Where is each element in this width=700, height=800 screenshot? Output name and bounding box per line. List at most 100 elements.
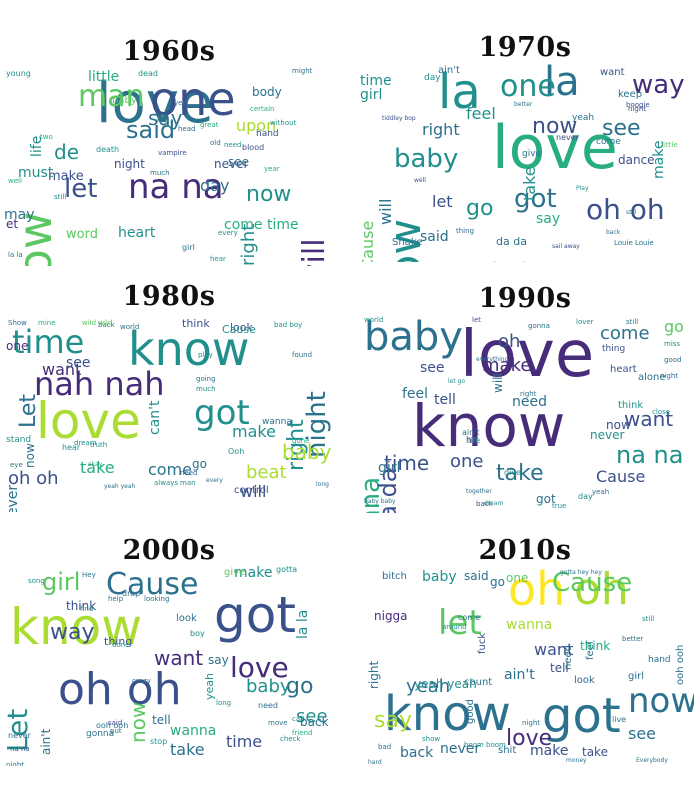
word-stand: stand <box>6 435 32 445</box>
word-cause: Cause <box>106 567 199 602</box>
word-now: now <box>126 701 150 743</box>
word-never: never <box>8 731 31 740</box>
word-much: much <box>196 385 216 393</box>
word-say: say <box>208 653 229 667</box>
word-bad-boy: bad boy <box>274 321 303 329</box>
word-love: love <box>96 71 214 136</box>
word-everything: everything <box>476 356 509 363</box>
word-back: back <box>606 229 621 236</box>
word-yet: yet <box>174 99 186 107</box>
word-see: see <box>228 155 250 169</box>
word-say: say <box>148 106 183 130</box>
word-boogie: boogie <box>626 101 650 109</box>
word-la: la <box>544 62 580 105</box>
word-might: might <box>292 67 313 75</box>
word-give: give <box>504 468 521 477</box>
word-night: night <box>628 105 647 113</box>
word-want: want <box>600 67 625 78</box>
word-got: got <box>514 184 557 214</box>
word-yeah-yeah: yeah yeah <box>104 483 136 490</box>
word-oh-oh: oh oh <box>586 193 665 226</box>
word-death: death <box>96 145 120 154</box>
word-cause: Cause <box>596 467 646 486</box>
word-see: see <box>628 724 657 743</box>
word-gonna: gonna <box>528 322 550 330</box>
word-said: said <box>420 229 449 245</box>
word-oh: oh <box>508 566 566 616</box>
word-vampire: vampire <box>158 149 187 157</box>
word-day: day <box>200 176 230 195</box>
word-dance: dance <box>618 153 655 167</box>
word-said: said <box>126 116 176 144</box>
word-never: never <box>214 157 249 171</box>
word-ooh: Ooh <box>228 447 245 456</box>
word-will: will <box>491 373 505 393</box>
word-look: look <box>574 675 595 686</box>
word-hand: hand <box>648 655 671 665</box>
word-shit: shit <box>498 745 517 756</box>
word-money: money <box>566 757 587 764</box>
word-cloud: lovelaknowlaoneoh ohbabywaygotnowgoseeCa… <box>356 62 694 262</box>
word-never: never <box>5 484 21 512</box>
word-play: Play <box>576 185 589 192</box>
word-yeah: yeah <box>203 673 216 700</box>
word-day: day <box>424 73 441 83</box>
word-see: see <box>296 706 328 727</box>
word-want: want <box>624 407 674 431</box>
word-give: give <box>522 149 542 159</box>
word-come: come <box>596 137 621 147</box>
word-oh: oh <box>498 331 521 352</box>
word-give: give <box>224 567 246 578</box>
word-now: now <box>532 114 578 139</box>
panel-title: 2010s <box>478 535 572 566</box>
word-now: now <box>246 182 292 207</box>
word-help: help <box>108 595 124 603</box>
word-yeah: yeah <box>592 488 610 496</box>
word-fuck: fuck <box>477 632 488 654</box>
word-ain-t: ain't <box>438 65 460 76</box>
word-cause: Cause <box>552 568 633 598</box>
word-right: right <box>367 660 381 689</box>
word-back: back <box>300 715 329 729</box>
word-na-na: na na <box>616 441 684 469</box>
word-without: without <box>270 119 297 127</box>
word-will: will <box>376 198 395 225</box>
word-louie-louie: Louie Louie <box>614 239 654 247</box>
word-let: let <box>64 174 98 204</box>
word-still: still <box>626 318 639 326</box>
word-never: never <box>440 741 481 757</box>
word-know: know <box>128 322 250 376</box>
word-thing: thing <box>602 344 626 354</box>
word-still: still <box>54 193 67 201</box>
word-true: true <box>552 502 567 510</box>
word-come: come <box>600 323 650 344</box>
word-way: way <box>632 70 685 100</box>
word-two: two <box>40 133 53 141</box>
word-found: found <box>292 351 313 359</box>
word-hear: hear <box>210 255 226 263</box>
word-mine: mine <box>38 319 56 327</box>
word-truth: truth <box>90 441 108 449</box>
word-night: night <box>114 157 145 171</box>
word-la-la: la la <box>8 251 23 259</box>
word-oh-oh: oh oh <box>58 664 182 715</box>
word-take: take <box>80 458 115 477</box>
word-tiddley-bop: tiddley bop <box>382 115 416 122</box>
word-certain: certain <box>250 105 275 113</box>
word-got: got <box>214 586 296 644</box>
word-still: still <box>642 615 655 623</box>
word-love: love <box>506 726 553 751</box>
word-nah-nah: nah nah <box>34 365 165 403</box>
word-long: long <box>216 699 232 707</box>
word-make: make <box>530 743 569 759</box>
word-come: come <box>148 460 193 479</box>
word-back: back <box>476 500 493 508</box>
word-thing: thing <box>104 635 133 648</box>
word-back: back <box>400 745 434 761</box>
word-oh: oh <box>574 566 629 615</box>
word-one: one <box>6 339 29 353</box>
word-shake: Shake <box>392 237 423 248</box>
panel-title: 1990s <box>478 283 572 314</box>
word-hear: hear <box>62 443 81 452</box>
word-around: around <box>442 623 467 631</box>
